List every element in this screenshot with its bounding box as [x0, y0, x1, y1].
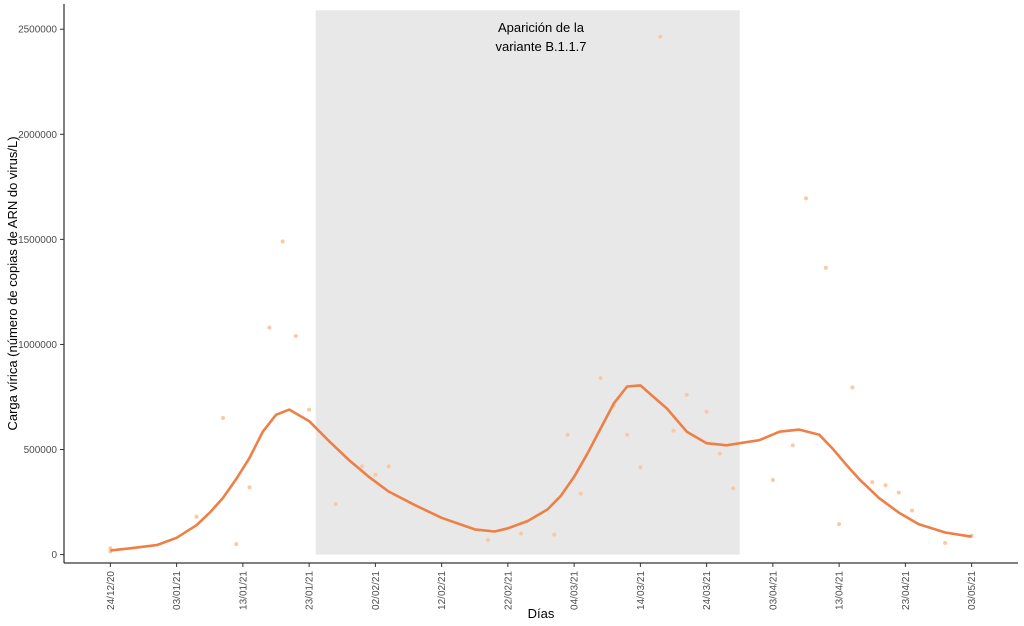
data-point: [486, 537, 490, 542]
data-point: [717, 451, 722, 456]
x-tick-label: 14/03/21: [636, 571, 647, 610]
annotation-line-1: Aparición de la: [498, 20, 585, 35]
x-axis-title: Días: [528, 606, 555, 621]
series-line: [110, 384, 972, 552]
data-point: [280, 239, 285, 244]
x-tick-label: 22/02/21: [503, 571, 514, 610]
data-point: [565, 432, 570, 437]
data-point: [658, 34, 663, 39]
x-tick-label: 02/02/21: [371, 571, 382, 610]
variant-period-shade: [315, 10, 740, 555]
x-tick-label: 24/03/21: [702, 571, 713, 610]
data-point: [943, 541, 948, 546]
data-point: [684, 392, 689, 397]
scatter-points: [108, 34, 974, 554]
data-point: [790, 443, 795, 448]
x-tick-label: 04/03/21: [570, 571, 581, 610]
x-tick-label: 12/02/21: [437, 571, 448, 610]
data-point: [731, 486, 736, 491]
data-point: [267, 325, 272, 330]
data-point: [247, 485, 252, 490]
data-point: [671, 428, 676, 433]
y-tick-label: 1500000: [18, 235, 57, 246]
data-point: [638, 465, 643, 470]
data-point: [307, 407, 312, 412]
y-tick-label: 500000: [24, 445, 58, 456]
data-point: [804, 196, 808, 201]
data-point: [333, 502, 338, 507]
data-point: [870, 480, 875, 485]
axes: 0 500000 1000000 1500000 2000000 2500000 24/12…: [18, 4, 1018, 610]
data-point: [896, 490, 901, 495]
data-point: [883, 483, 888, 488]
data-point: [552, 532, 557, 537]
plot-background: [315, 10, 740, 555]
data-point: [837, 522, 842, 527]
data-point: [373, 472, 378, 477]
y-tick-label: 2500000: [18, 25, 57, 36]
y-axis-title: Carga vírica (número de copias de ARN do…: [5, 136, 20, 430]
y-tick-label: 0: [51, 550, 57, 561]
data-point: [221, 415, 225, 420]
x-tick-label: 03/01/21: [172, 571, 183, 610]
x-tick-label: 23/01/21: [305, 571, 316, 610]
data-point: [704, 409, 709, 414]
data-point: [578, 491, 583, 496]
data-point: [386, 464, 391, 469]
data-point: [850, 385, 855, 390]
x-tick-label: 23/04/21: [901, 571, 912, 610]
data-point: [823, 265, 828, 270]
smooth-line: [110, 384, 972, 552]
data-point: [234, 542, 239, 547]
x-tick-label: 03/05/21: [967, 571, 978, 610]
x-tick-label: 13/01/21: [238, 571, 249, 610]
y-tick-label: 2000000: [18, 130, 57, 141]
annotation-line-2: variante B.1.1.7: [495, 39, 586, 54]
data-point: [519, 531, 524, 536]
x-tick-label: 24/12/20: [106, 571, 117, 610]
data-point: [770, 477, 775, 482]
y-tick-label: 1000000: [18, 340, 57, 351]
x-tick-label: 03/04/21: [768, 571, 779, 610]
data-point: [360, 464, 365, 469]
data-point: [598, 376, 603, 381]
data-point: [625, 432, 630, 437]
data-point: [194, 514, 199, 519]
x-tick-label: 13/04/21: [835, 571, 846, 610]
data-point: [293, 334, 298, 339]
data-point: [910, 508, 914, 513]
